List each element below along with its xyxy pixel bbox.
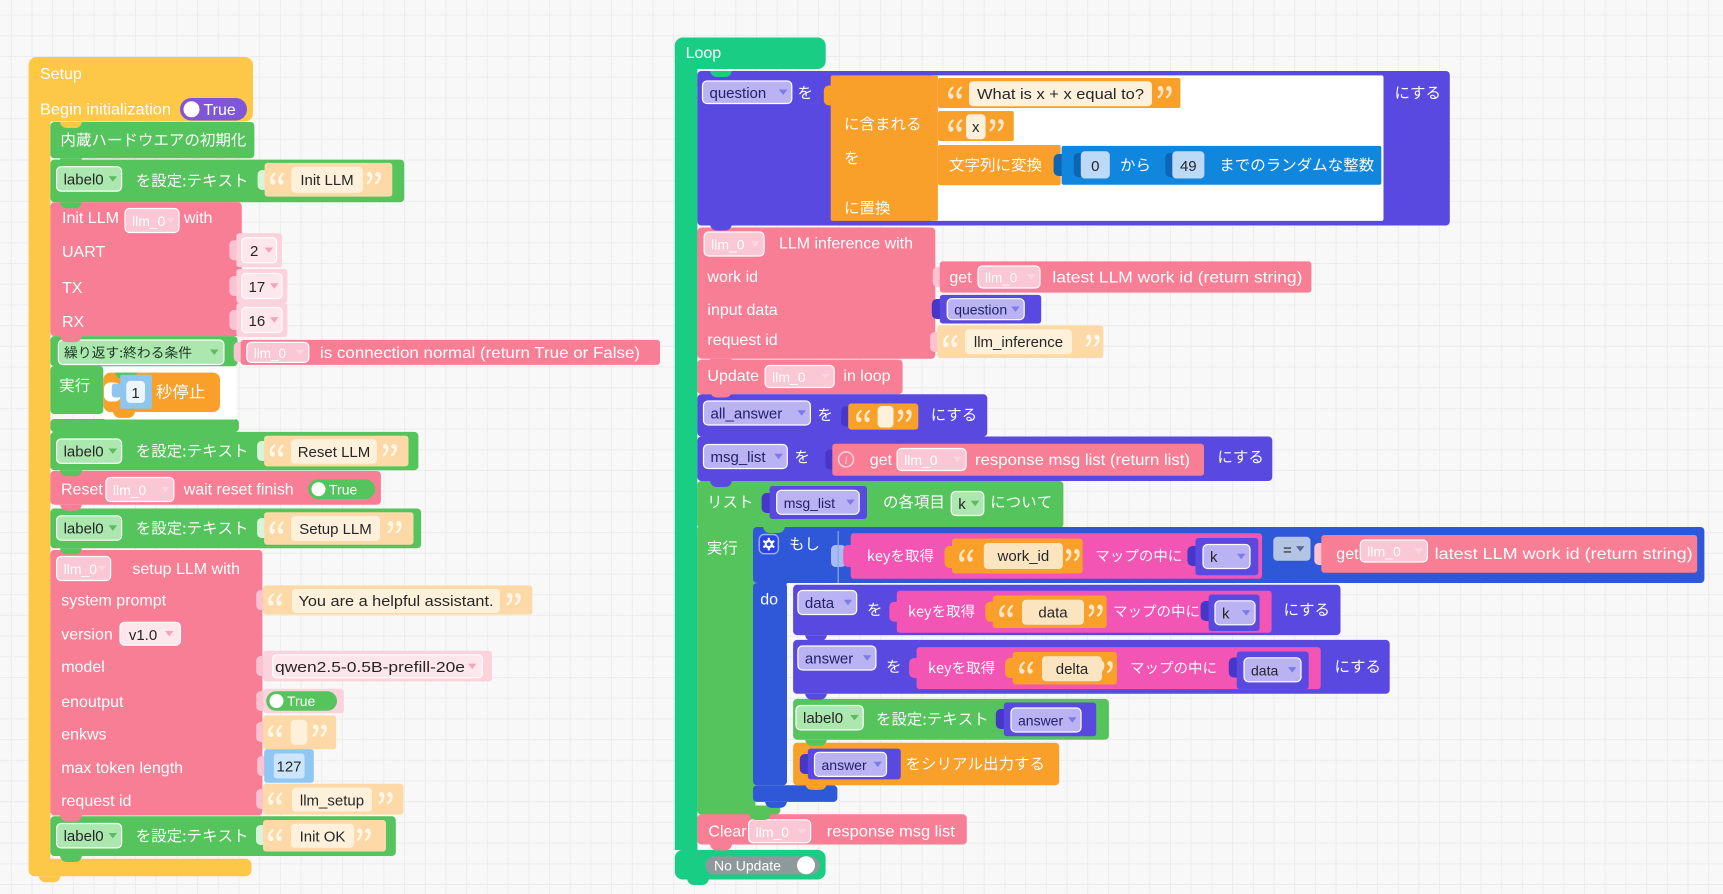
svg-text:1: 1 — [131, 385, 139, 402]
svg-text:Update: Update — [707, 368, 759, 385]
svg-text:label0: label0 — [803, 710, 843, 727]
svg-text:True: True — [287, 693, 315, 709]
svg-text:answer: answer — [1018, 713, 1063, 729]
svg-text:Setup: Setup — [40, 66, 82, 83]
svg-text:True: True — [329, 482, 357, 498]
svg-text:llm_0: llm_0 — [756, 824, 790, 840]
svg-text:llm_inference: llm_inference — [974, 334, 1063, 351]
svg-text:with: with — [183, 210, 212, 227]
svg-text:input data: input data — [707, 302, 777, 319]
svg-text:No Update: No Update — [714, 858, 781, 874]
svg-text:model: model — [61, 659, 105, 676]
svg-text:request id: request id — [707, 332, 777, 349]
svg-text:16: 16 — [249, 313, 266, 330]
svg-text:do: do — [760, 592, 778, 609]
svg-text:label0: label0 — [64, 171, 104, 188]
svg-text:in loop: in loop — [843, 368, 890, 385]
svg-text:llm_0: llm_0 — [772, 369, 806, 385]
svg-text:i: i — [844, 453, 847, 467]
svg-text:Clear: Clear — [708, 824, 747, 841]
svg-text:enoutput: enoutput — [61, 694, 124, 711]
svg-text:k: k — [1222, 605, 1230, 622]
svg-text:data: data — [1251, 662, 1278, 678]
svg-text:version: version — [61, 627, 113, 644]
svg-text:data: data — [805, 595, 835, 612]
svg-text:llm_0: llm_0 — [1367, 544, 1401, 560]
svg-text:You are a helpful assistant.: You are a helpful assistant. — [299, 593, 494, 610]
svg-text:llm_0: llm_0 — [64, 561, 98, 577]
svg-text:latest LLM work id (return str: latest LLM work id (return string) — [1052, 270, 1302, 287]
svg-text:2: 2 — [250, 243, 258, 260]
svg-text:True: True — [204, 102, 236, 119]
svg-text:request id: request id — [61, 793, 131, 810]
svg-text:system prompt: system prompt — [61, 593, 166, 610]
svg-text:RX: RX — [62, 314, 85, 331]
svg-text:UART: UART — [62, 244, 105, 261]
svg-text:Init OK: Init OK — [300, 829, 346, 846]
svg-text:k: k — [958, 496, 966, 513]
svg-text:data: data — [1038, 605, 1068, 622]
svg-text:llm_setup: llm_setup — [300, 793, 364, 810]
svg-text:enkws: enkws — [61, 727, 106, 744]
svg-text:=: = — [1283, 542, 1292, 559]
svg-text:question: question — [710, 85, 767, 102]
svg-text:work_id: work_id — [997, 548, 1050, 565]
svg-text:Reset: Reset — [61, 482, 103, 499]
svg-text:k: k — [1210, 549, 1218, 566]
svg-text:Loop: Loop — [686, 45, 722, 62]
svg-text:llm_0: llm_0 — [132, 213, 166, 229]
svg-text:work id: work id — [706, 269, 758, 286]
svg-text:wait reset finish: wait reset finish — [183, 482, 294, 499]
svg-text:label0: label0 — [64, 521, 104, 538]
svg-text:LLM inference with: LLM inference with — [779, 236, 913, 253]
svg-text:latest LLM work id (return str: latest LLM work id (return string) — [1435, 546, 1693, 563]
svg-text:response msg list (return list: response msg list (return list) — [975, 452, 1190, 469]
svg-text:llm_0: llm_0 — [113, 482, 147, 498]
svg-text:answer: answer — [822, 757, 867, 773]
svg-text:delta: delta — [1056, 661, 1089, 678]
svg-text:label0: label0 — [64, 828, 104, 845]
svg-text:get: get — [870, 452, 893, 469]
svg-text:Init LLM: Init LLM — [300, 172, 353, 189]
svg-text:response msg list: response msg list — [827, 824, 956, 841]
svg-text:llm_0: llm_0 — [904, 452, 938, 468]
svg-text:49: 49 — [1180, 158, 1197, 175]
svg-text:0: 0 — [1091, 158, 1099, 175]
svg-text:get: get — [949, 270, 972, 287]
svg-text:llm_0: llm_0 — [985, 271, 1017, 286]
svg-text:Begin initialization: Begin initialization — [40, 102, 171, 119]
svg-text:x: x — [972, 119, 980, 136]
svg-text:127: 127 — [276, 759, 301, 776]
svg-text:17: 17 — [249, 279, 266, 296]
svg-text:max token length: max token length — [61, 760, 183, 777]
svg-text:qwen2.5-0.5B-prefill-20e: qwen2.5-0.5B-prefill-20e — [275, 659, 465, 676]
svg-text:all_answer: all_answer — [711, 406, 783, 423]
svg-text:TX: TX — [62, 280, 83, 297]
svg-text:is connection normal (return T: is connection normal (return True or Fal… — [320, 345, 640, 362]
svg-text:msg_list: msg_list — [784, 495, 835, 511]
svg-text:answer: answer — [805, 651, 853, 668]
svg-text:get: get — [1336, 546, 1359, 563]
svg-text:question: question — [954, 302, 1007, 318]
svg-text:Setup LLM: Setup LLM — [299, 521, 372, 538]
svg-text:llm_0: llm_0 — [711, 237, 745, 253]
svg-text:setup LLM with: setup LLM with — [132, 561, 240, 578]
svg-text:label0: label0 — [64, 444, 104, 461]
svg-text:Reset LLM: Reset LLM — [298, 444, 371, 461]
svg-text:Init LLM: Init LLM — [62, 210, 119, 227]
svg-text:What is x + x equal to?: What is x + x equal to? — [977, 86, 1144, 103]
svg-text:llm_0: llm_0 — [254, 346, 286, 361]
svg-text:msg_list: msg_list — [711, 449, 767, 466]
svg-text:v1.0: v1.0 — [129, 627, 157, 644]
